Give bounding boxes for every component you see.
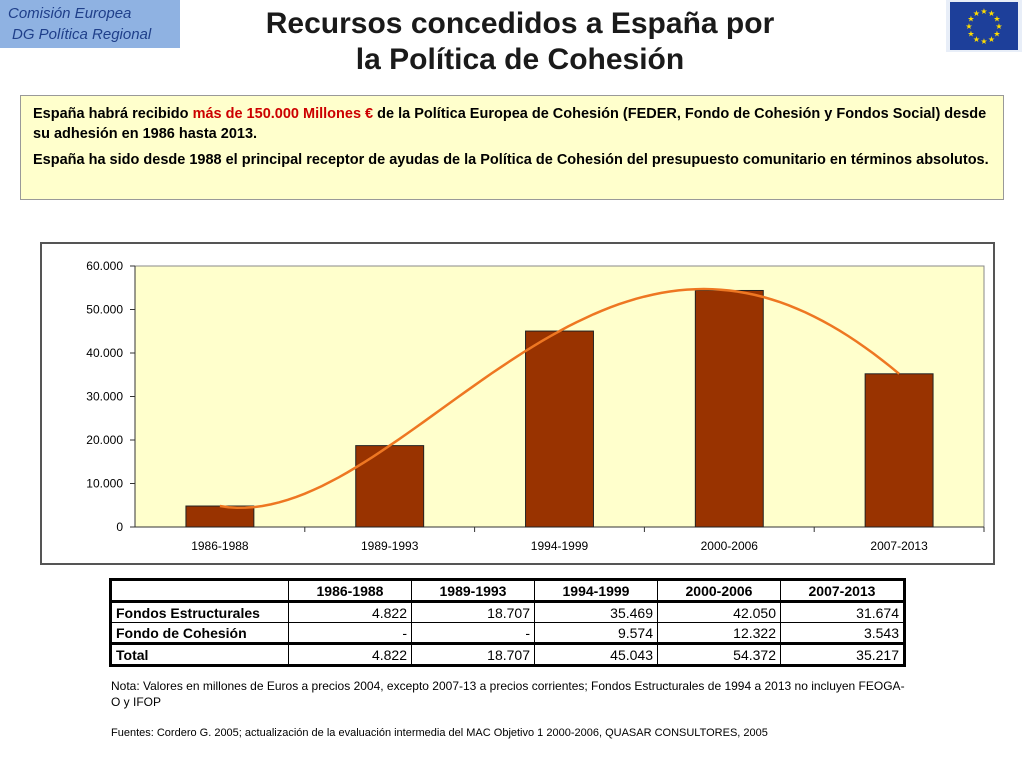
logo-line2: DG Política Regional [12, 26, 152, 43]
bar [355, 445, 425, 528]
table-cell: 42.050 [657, 601, 781, 623]
intro-p1-end: de la Política Europea de Cohesión (FEDE… [33, 106, 987, 142]
intro-paragraph-2: España ha sido desde 1988 el principal r… [33, 152, 989, 168]
y-tick-label: 50.000 [86, 303, 123, 317]
star-icon: ★ [980, 37, 987, 46]
star-icon: ★ [995, 22, 1002, 31]
intro-paragraph-1: España habrá recibido más de 150.000 Mil… [33, 104, 991, 144]
bar [525, 330, 594, 528]
table-header-cell: 2007-2013 [780, 579, 905, 603]
bar [864, 373, 934, 528]
table-cell: 12.322 [657, 622, 781, 644]
table-cell: 54.372 [657, 642, 781, 666]
table-cell: 18.707 [411, 601, 535, 623]
x-tick-label: 1986-1988 [191, 539, 249, 553]
bar [694, 289, 764, 528]
row-label: Total [110, 642, 289, 666]
x-tick-label: 2000-2006 [701, 539, 759, 553]
table-header-corner [110, 579, 289, 603]
star-icon: ★ [993, 30, 1000, 39]
x-tick-label: 1994-1999 [531, 539, 589, 553]
table-cell: 3.543 [780, 622, 905, 644]
star-icon: ★ [993, 15, 1000, 24]
table-header-cell: 1989-1993 [411, 579, 535, 603]
table-cell: 35.469 [534, 601, 658, 623]
y-tick-label: 10.000 [86, 477, 123, 491]
eu-flag-icon: ★ ★ ★ ★ ★ ★ ★ ★ ★ ★ ★ ★ [946, 0, 1022, 52]
logo-banner: Comisión Europea DG Política Regional [0, 0, 180, 48]
y-tick-label: 60.000 [86, 259, 123, 273]
table-cell: 35.217 [780, 642, 905, 666]
logo-line1: Comisión Europea [8, 5, 132, 22]
table-row-total: Total 4.822 18.707 45.043 54.372 35.217 [110, 642, 905, 666]
table-cell: 45.043 [534, 642, 658, 666]
intro-p1-start: España habrá recibido [33, 106, 193, 122]
table-cell: 4.822 [288, 601, 412, 623]
star-icon: ★ [973, 35, 980, 44]
table-cell: 31.674 [780, 601, 905, 623]
intro-box: España habrá recibido más de 150.000 Mil… [20, 95, 1004, 200]
star-icon: ★ [988, 9, 995, 18]
star-icon: ★ [988, 35, 995, 44]
data-table: 1986-1988 1989-1993 1994-1999 2000-2006 … [109, 578, 906, 667]
table-cell: 9.574 [534, 622, 658, 644]
star-icon: ★ [967, 30, 974, 39]
x-tick-label: 1989-1993 [361, 539, 419, 553]
table-header-row: 1986-1988 1989-1993 1994-1999 2000-2006 … [110, 579, 905, 603]
title-line2: la Política de Cohesión [355, 43, 685, 76]
chart-container: 0 10.000 20.000 30.000 40.000 50.000 60.000 198… [40, 242, 995, 565]
table-cell: - [288, 622, 412, 644]
row-label: Fondos Estructurales [110, 601, 289, 623]
trend-line [219, 287, 900, 509]
source-note: Fuentes: Cordero G. 2005; actualización … [111, 727, 768, 739]
y-tick-label: 20.000 [86, 433, 123, 447]
table-cell: 4.822 [288, 642, 412, 666]
title-line1: Recursos concedidos a España por [265, 7, 775, 40]
star-icon: ★ [973, 9, 980, 18]
table-cell: 18.707 [411, 642, 535, 666]
table-cell: - [411, 622, 535, 644]
footnote: Nota: Valores en millones de Euros a pre… [111, 679, 905, 709]
y-tick-label: 40.000 [86, 346, 123, 360]
table-row: Fondo de Cohesión - - 9.574 12.322 3.543 [110, 622, 905, 644]
intro-highlight: más de 150.000 Millones € [192, 106, 374, 122]
table-row: Fondos Estructurales 4.822 18.707 35.469… [110, 601, 905, 623]
star-icon: ★ [980, 7, 987, 16]
table-header-cell: 1994-1999 [534, 579, 658, 603]
y-tick-label: 30.000 [86, 390, 123, 404]
x-tick-label: 2007-2013 [870, 539, 928, 553]
y-tick-label: 0 [116, 520, 123, 534]
row-label: Fondo de Cohesión [110, 622, 289, 644]
star-icon: ★ [965, 22, 972, 31]
table-header-cell: 1986-1988 [288, 579, 412, 603]
page-title: Recursos concedidos a España por la Polí… [200, 6, 840, 78]
bar-chart: 0 10.000 20.000 30.000 40.000 50.000 60.000 198… [86, 259, 985, 553]
bar [185, 505, 255, 528]
table-header-cell: 2000-2006 [657, 579, 781, 603]
star-icon: ★ [967, 15, 974, 24]
